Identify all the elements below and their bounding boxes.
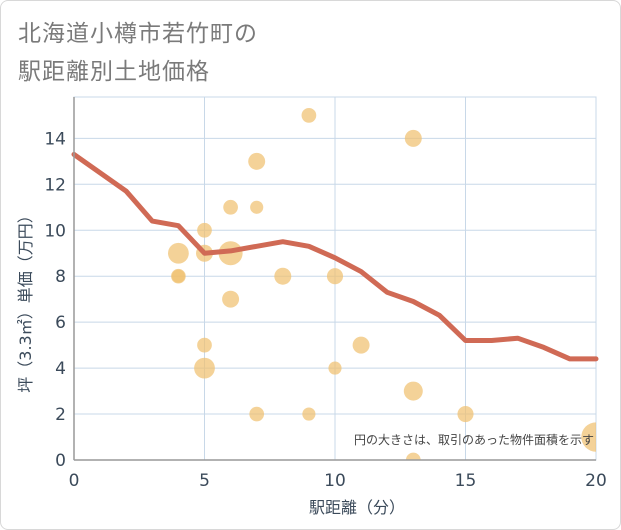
y-tick-label: 14 [44,129,66,149]
y-tick-label: 10 [44,221,66,241]
bubble-point [457,406,474,423]
chart-title-line1: 北海道小樽市若竹町の [18,21,258,47]
y-tick-label: 0 [55,451,66,471]
bubbles-layer [168,108,596,460]
bubble-point [326,268,344,285]
x-tick-label: 20 [585,471,607,491]
y-tick-label: 2 [55,405,66,425]
chart-title-line2: 駅距離別土地価格 [18,59,210,85]
bubble-point [248,152,266,170]
trend-line [71,151,599,362]
x-tick-label: 10 [324,471,346,491]
trend-layer [71,151,599,362]
y-axis-label: 坪（3.3㎡）単価（万円） [16,207,35,392]
y-tick-label: 4 [55,359,66,379]
bubble-point [328,361,342,375]
bubble-point [197,222,212,238]
bubble-point [171,269,185,283]
y-tick-label: 6 [55,313,66,333]
x-tick-label: 0 [69,471,80,491]
bubble-point [249,406,265,422]
bubble-point [405,452,421,460]
bubble-point [581,422,596,452]
bubble-point [222,290,240,308]
bubble-point [404,129,422,147]
bubble-point [194,357,215,379]
axes-layer: 0 5 10 15 20 0 2 4 6 8 10 12 14 [44,97,607,491]
x-tick-label: 15 [455,471,477,491]
bubble-size-note: 円の大きさは、取引のあった物件面積を示す [354,432,594,447]
bubble-point [250,200,264,214]
bubble-point [197,337,212,353]
y-tick-label: 8 [55,267,66,287]
y-tick-label: 12 [44,175,66,195]
x-axis-label: 駅距離（分） [309,498,405,517]
bubble-point [274,267,292,285]
bubble-point [168,242,189,264]
bubble-point [223,199,238,215]
bubble-point [352,336,370,354]
x-tick-label: 5 [199,471,210,491]
bubble-point [403,381,423,401]
bubble-point [301,108,317,123]
bubble-point [302,407,316,421]
